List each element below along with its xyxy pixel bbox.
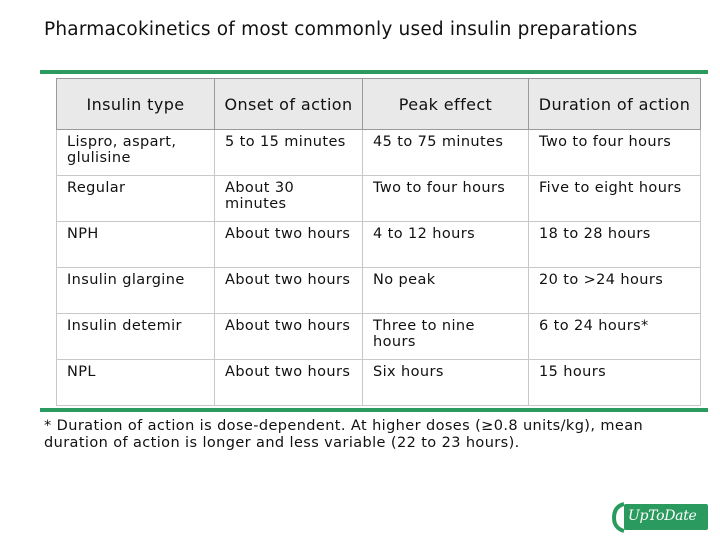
top-divider bbox=[40, 70, 708, 74]
logo-background bbox=[624, 504, 708, 530]
cell-peak: Six hours bbox=[362, 359, 529, 406]
table-row: NPL About two hours Six hours 15 hours bbox=[56, 359, 701, 406]
cell-duration: Five to eight hours bbox=[528, 175, 701, 222]
header-onset: Onset of action bbox=[214, 78, 363, 130]
cell-onset: About 30 minutes bbox=[214, 175, 363, 222]
cell-duration: Two to four hours bbox=[528, 129, 701, 176]
cell-insulin-type: NPH bbox=[56, 221, 215, 268]
cell-onset: About two hours bbox=[214, 359, 363, 406]
cell-onset: About two hours bbox=[214, 267, 363, 314]
cell-duration: 6 to 24 hours* bbox=[528, 313, 701, 360]
header-peak: Peak effect bbox=[362, 78, 529, 130]
logo-text: UpToDate bbox=[628, 508, 697, 524]
pharmacokinetics-table: Insulin type Onset of action Peak effect… bbox=[56, 78, 701, 406]
table-row: Lispro, aspart, glulisine 5 to 15 minute… bbox=[56, 129, 701, 176]
header-insulin-type: Insulin type bbox=[56, 78, 215, 130]
cell-duration: 18 to 28 hours bbox=[528, 221, 701, 268]
cell-duration: 15 hours bbox=[528, 359, 701, 406]
cell-duration: 20 to >24 hours bbox=[528, 267, 701, 314]
logo-swoosh bbox=[611, 502, 625, 533]
table-row: Insulin glargine About two hours No peak… bbox=[56, 267, 701, 314]
cell-insulin-type: Lispro, aspart, glulisine bbox=[56, 129, 215, 176]
cell-onset: 5 to 15 minutes bbox=[214, 129, 363, 176]
cell-insulin-type: NPL bbox=[56, 359, 215, 406]
cell-insulin-type: Insulin detemir bbox=[56, 313, 215, 360]
cell-peak: Two to four hours bbox=[362, 175, 529, 222]
cell-peak: 4 to 12 hours bbox=[362, 221, 529, 268]
cell-peak: No peak bbox=[362, 267, 529, 314]
cell-onset: About two hours bbox=[214, 313, 363, 360]
footnote: * Duration of action is dose-dependent. … bbox=[44, 418, 644, 451]
cell-insulin-type: Insulin glargine bbox=[56, 267, 215, 314]
bottom-divider bbox=[40, 408, 708, 412]
uptodate-logo-icon bbox=[611, 502, 625, 533]
table-row: Insulin detemir About two hours Three to… bbox=[56, 313, 701, 360]
table-row: NPH About two hours 4 to 12 hours 18 to … bbox=[56, 221, 701, 268]
cell-insulin-type: Regular bbox=[56, 175, 215, 222]
page-title: Pharmacokinetics of most commonly used i… bbox=[44, 19, 638, 40]
cell-peak: 45 to 75 minutes bbox=[362, 129, 529, 176]
table-header-row: Insulin type Onset of action Peak effect… bbox=[56, 78, 701, 130]
cell-peak: Three to nine hours bbox=[362, 313, 529, 360]
table-row: Regular About 30 minutes Two to four hou… bbox=[56, 175, 701, 222]
cell-onset: About two hours bbox=[214, 221, 363, 268]
header-duration: Duration of action bbox=[528, 78, 701, 130]
uptodate-logo: UpToDate bbox=[610, 500, 708, 534]
